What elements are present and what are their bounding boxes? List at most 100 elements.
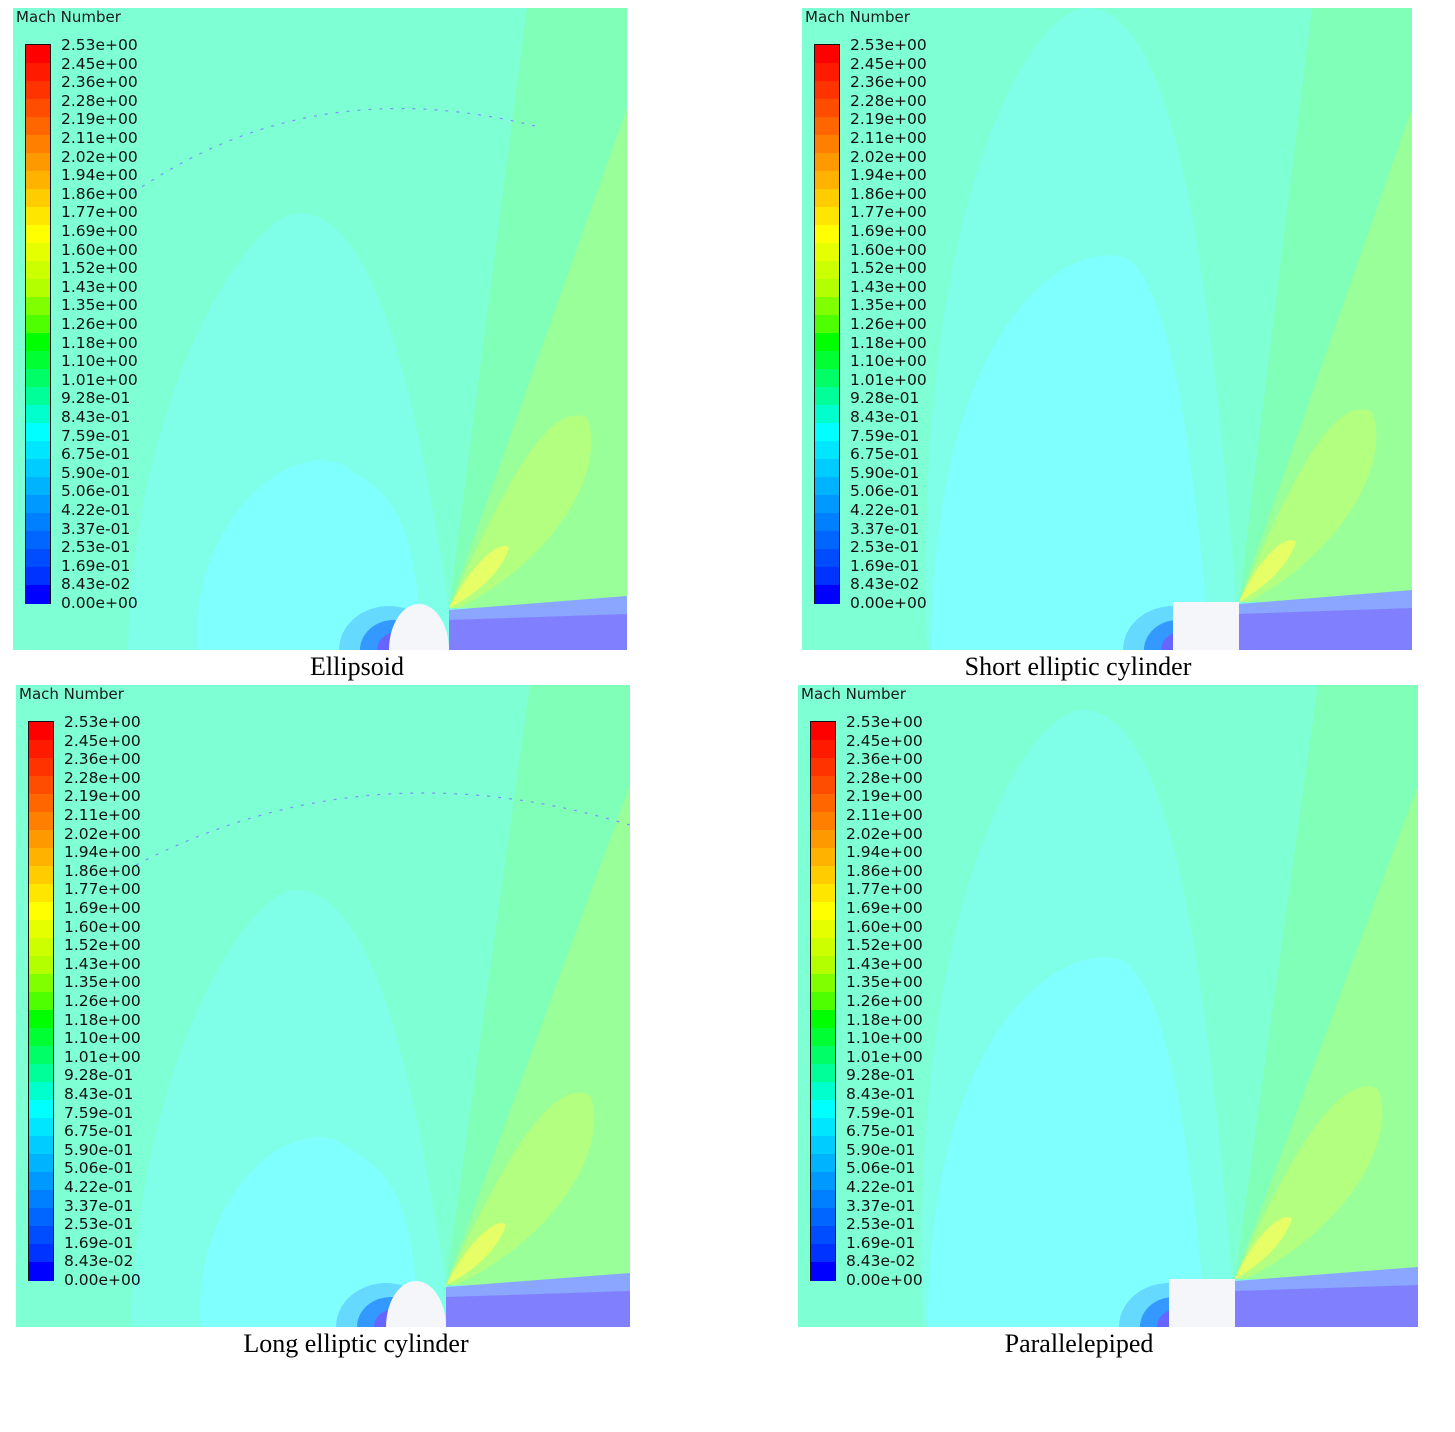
colorbar-band bbox=[811, 938, 835, 957]
colorbar-band bbox=[26, 531, 50, 550]
colorbar-band bbox=[815, 567, 839, 586]
colorbar-band bbox=[26, 135, 50, 154]
colorbar-tick-label: 2.11e+00 bbox=[850, 129, 927, 147]
mach-contour-field bbox=[16, 685, 630, 1327]
colorbar-band bbox=[815, 369, 839, 388]
colorbar-tick-label: 1.69e+00 bbox=[64, 899, 141, 917]
colorbar-tick-label: 2.02e+00 bbox=[850, 147, 927, 166]
colorbar-tick-label: 1.35e+00 bbox=[61, 296, 138, 315]
contour-panel-ellipsoid: Mach Number 2.53e+00 2.45e+00 2.36e+00 2.28… bbox=[13, 8, 627, 650]
colorbar-tick-label: 2.53e+00 bbox=[846, 713, 923, 731]
colorbar-band bbox=[811, 1082, 835, 1101]
colorbar-band bbox=[29, 956, 53, 975]
wake-region bbox=[1235, 1285, 1418, 1327]
colorbar-tick-label: 1.10e+00 bbox=[846, 1029, 923, 1048]
colorbar-tick-label: 1.35e+00 bbox=[846, 973, 923, 992]
colorbar-tick-label: 1.01e+00 bbox=[64, 1047, 141, 1066]
colorbar-tick-label: 9.28e-01 bbox=[846, 1066, 916, 1085]
colorbar-tick-label: 1.94e+00 bbox=[846, 843, 923, 862]
colorbar-tick-label: 2.45e+00 bbox=[64, 731, 141, 750]
inner-low-speed-region bbox=[197, 460, 419, 650]
colorbar-tick-label: 1.60e+00 bbox=[850, 240, 927, 259]
colorbar-tick-label: 1.69e-01 bbox=[850, 556, 920, 575]
colorbar-tick-label: 5.90e-01 bbox=[846, 1140, 916, 1159]
colorbar-band bbox=[815, 531, 839, 550]
colorbar-band bbox=[29, 920, 53, 939]
colorbar-tick-label: 1.69e-01 bbox=[64, 1233, 134, 1252]
colorbar-band bbox=[815, 207, 839, 226]
colorbar-tick-label: 2.36e+00 bbox=[850, 73, 927, 92]
colorbar-tick-label: 1.77e+00 bbox=[850, 203, 927, 222]
shock-wave-arc bbox=[132, 107, 544, 194]
colorbar-band bbox=[811, 776, 835, 795]
colorbar-band bbox=[29, 992, 53, 1011]
colorbar-tick-label: 2.53e+00 bbox=[61, 36, 138, 54]
mach-contour-field bbox=[13, 8, 627, 650]
colorbar-tick-label: 3.37e-01 bbox=[846, 1196, 916, 1215]
body-shape bbox=[386, 1281, 446, 1327]
colorbar-band bbox=[26, 99, 50, 118]
colorbar-tick-label: 1.69e-01 bbox=[61, 556, 131, 575]
colorbar-band bbox=[815, 171, 839, 190]
colorbar-band bbox=[26, 243, 50, 262]
colorbar-tick-label: 2.11e+00 bbox=[64, 806, 141, 824]
colorbar-band bbox=[815, 225, 839, 244]
colorbar-band bbox=[29, 1046, 53, 1065]
colorbar-tick-label: 2.19e+00 bbox=[850, 110, 927, 129]
inner-low-speed-region bbox=[200, 1137, 416, 1327]
colorbar-band bbox=[29, 1154, 53, 1173]
colorbar-tick-label: 1.10e+00 bbox=[61, 352, 138, 371]
colorbar-band bbox=[811, 956, 835, 975]
colorbar bbox=[814, 44, 840, 604]
colorbar-band bbox=[811, 812, 835, 831]
colorbar-tick-label: 1.01e+00 bbox=[850, 370, 927, 389]
colorbar-tick-label: 1.94e+00 bbox=[61, 166, 138, 185]
colorbar-band bbox=[811, 974, 835, 993]
body-shape bbox=[1169, 1279, 1235, 1327]
colorbar-tick-label: 8.43e-02 bbox=[846, 1252, 916, 1271]
colorbar-band bbox=[26, 297, 50, 316]
colorbar-band bbox=[815, 459, 839, 478]
colorbar-band bbox=[815, 549, 839, 568]
colorbar-band bbox=[815, 81, 839, 100]
colorbar-band bbox=[811, 830, 835, 849]
colorbar-band bbox=[811, 920, 835, 939]
colorbar-tick-label: 1.43e+00 bbox=[61, 277, 138, 296]
colorbar-tick-label: 2.19e+00 bbox=[61, 110, 138, 129]
wake-region bbox=[449, 614, 627, 650]
colorbar-band bbox=[815, 351, 839, 370]
colorbar-tick-label: 1.18e+00 bbox=[846, 1010, 923, 1029]
colorbar-tick-label: 1.77e+00 bbox=[61, 203, 138, 222]
colorbar-band bbox=[29, 722, 53, 741]
colorbar-tick-label: 2.02e+00 bbox=[846, 824, 923, 843]
colorbar-band bbox=[26, 423, 50, 442]
colorbar-tick-label: 2.53e-01 bbox=[64, 1215, 134, 1234]
colorbar-tick-label: 2.28e+00 bbox=[61, 91, 138, 110]
colorbar-tick-label: 7.59e-01 bbox=[850, 426, 920, 445]
colorbar-tick-label: 2.36e+00 bbox=[64, 750, 141, 769]
colorbar-band bbox=[29, 1208, 53, 1227]
colorbar-band bbox=[29, 794, 53, 813]
colorbar-tick-label: 0.00e+00 bbox=[64, 1271, 141, 1289]
colorbar-tick-label: 4.22e-01 bbox=[846, 1178, 916, 1196]
colorbar-tick-label: 2.36e+00 bbox=[846, 750, 923, 769]
colorbar-band bbox=[811, 1208, 835, 1227]
colorbar-band bbox=[815, 315, 839, 334]
colorbar-band bbox=[811, 1262, 835, 1281]
colorbar-tick-label: 1.52e+00 bbox=[61, 259, 138, 278]
colorbar-tick-label: 1.86e+00 bbox=[846, 861, 923, 880]
colorbar-tick-label: 6.75e-01 bbox=[61, 445, 131, 464]
colorbar-tick-label: 2.19e+00 bbox=[64, 787, 141, 806]
colorbar-band bbox=[26, 279, 50, 298]
colorbar-tick-label: 1.94e+00 bbox=[850, 166, 927, 185]
colorbar-tick-label: 2.28e+00 bbox=[64, 768, 141, 787]
caption-ellipsoid: Ellipsoid bbox=[310, 652, 404, 681]
colorbar-tick-label: 5.06e-01 bbox=[846, 1159, 916, 1178]
colorbar-band bbox=[29, 1118, 53, 1137]
colorbar-tick-label: 5.06e-01 bbox=[61, 482, 131, 501]
colorbar-tick-label: 1.52e+00 bbox=[850, 259, 927, 278]
colorbar-band bbox=[29, 938, 53, 957]
colorbar-band bbox=[29, 1064, 53, 1083]
colorbar-band bbox=[26, 225, 50, 244]
colorbar-band bbox=[815, 585, 839, 604]
